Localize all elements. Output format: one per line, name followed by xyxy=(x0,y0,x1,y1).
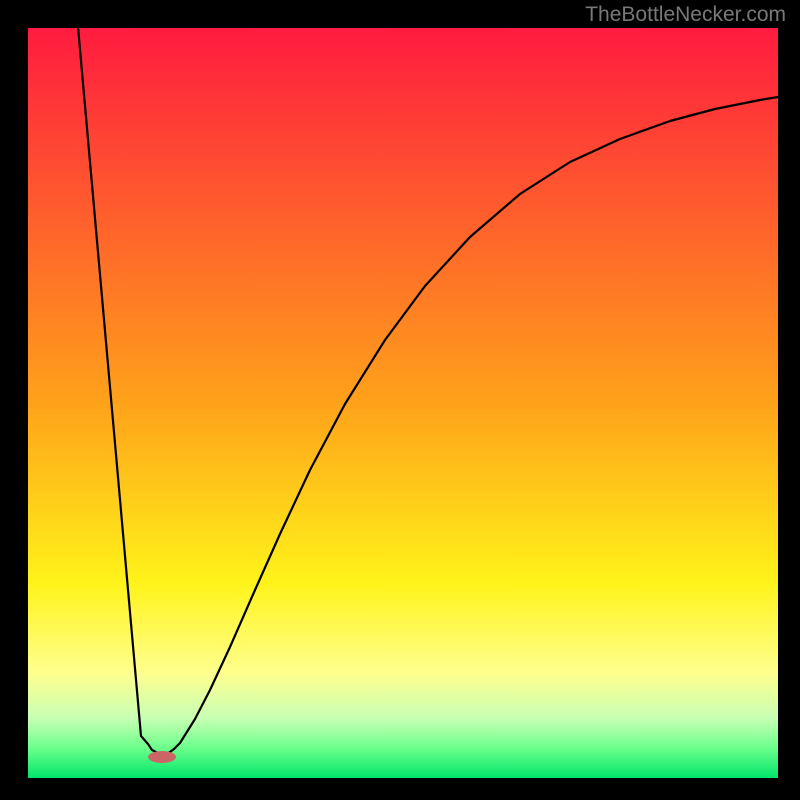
plot-area xyxy=(28,28,778,778)
optimal-point-marker xyxy=(148,751,176,763)
chart-container: TheBottleNecker.com xyxy=(0,0,800,800)
watermark-text: TheBottleNecker.com xyxy=(585,3,786,27)
